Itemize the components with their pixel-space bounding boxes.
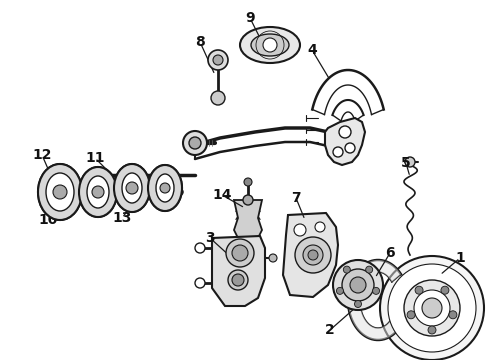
Ellipse shape	[240, 27, 300, 63]
Circle shape	[415, 286, 423, 294]
Polygon shape	[348, 260, 401, 340]
Circle shape	[354, 301, 362, 307]
Text: 6: 6	[385, 246, 395, 260]
Circle shape	[53, 185, 67, 199]
Circle shape	[160, 183, 170, 193]
Text: 10: 10	[38, 213, 58, 227]
Circle shape	[92, 186, 104, 198]
Circle shape	[208, 50, 228, 70]
Ellipse shape	[148, 165, 182, 211]
Ellipse shape	[46, 173, 74, 211]
Circle shape	[388, 264, 476, 352]
Text: 13: 13	[112, 211, 132, 225]
Circle shape	[134, 178, 140, 183]
Circle shape	[124, 178, 129, 183]
Circle shape	[232, 274, 244, 286]
Circle shape	[134, 193, 140, 198]
Circle shape	[90, 198, 95, 203]
Circle shape	[343, 266, 350, 273]
Text: 5: 5	[401, 156, 411, 170]
Ellipse shape	[122, 173, 142, 203]
Text: 8: 8	[195, 35, 205, 49]
Ellipse shape	[38, 164, 82, 220]
Circle shape	[269, 254, 277, 262]
Circle shape	[308, 250, 318, 260]
Text: 4: 4	[307, 43, 317, 57]
Circle shape	[183, 131, 207, 155]
Circle shape	[372, 287, 380, 294]
Ellipse shape	[148, 165, 182, 211]
Ellipse shape	[114, 164, 150, 212]
Circle shape	[101, 181, 106, 186]
Circle shape	[422, 298, 442, 318]
Text: 2: 2	[325, 323, 335, 337]
Circle shape	[244, 178, 252, 186]
Circle shape	[404, 280, 460, 336]
Ellipse shape	[87, 176, 109, 208]
Text: 7: 7	[291, 191, 301, 205]
Circle shape	[90, 181, 95, 186]
Circle shape	[339, 126, 351, 138]
Ellipse shape	[156, 174, 174, 202]
Polygon shape	[325, 118, 365, 165]
Circle shape	[414, 290, 450, 326]
Circle shape	[189, 137, 201, 149]
Circle shape	[342, 269, 374, 301]
Circle shape	[263, 38, 277, 52]
Circle shape	[232, 245, 248, 261]
Circle shape	[407, 311, 415, 319]
Polygon shape	[234, 200, 262, 238]
Circle shape	[160, 183, 170, 193]
Circle shape	[428, 326, 436, 334]
Text: 3: 3	[205, 231, 215, 245]
Ellipse shape	[122, 173, 142, 203]
Ellipse shape	[79, 167, 117, 217]
Circle shape	[211, 91, 225, 105]
Ellipse shape	[87, 176, 109, 208]
Text: 1: 1	[455, 251, 465, 265]
Circle shape	[345, 143, 355, 153]
Circle shape	[303, 245, 323, 265]
Ellipse shape	[156, 174, 174, 202]
Circle shape	[333, 147, 343, 157]
Ellipse shape	[46, 173, 74, 211]
Circle shape	[380, 256, 484, 360]
Ellipse shape	[114, 164, 150, 212]
Circle shape	[315, 222, 325, 232]
Circle shape	[195, 278, 205, 288]
Circle shape	[101, 198, 106, 203]
Circle shape	[405, 157, 415, 167]
Polygon shape	[283, 213, 338, 297]
Circle shape	[53, 185, 67, 199]
Text: 11: 11	[85, 151, 105, 165]
Circle shape	[228, 270, 248, 290]
Polygon shape	[212, 236, 265, 306]
Text: 14: 14	[212, 188, 232, 202]
Circle shape	[126, 182, 138, 194]
Circle shape	[195, 243, 205, 253]
Circle shape	[92, 186, 104, 198]
Ellipse shape	[251, 34, 289, 56]
Circle shape	[441, 286, 449, 294]
Text: 9: 9	[245, 11, 255, 25]
Circle shape	[124, 193, 129, 198]
Circle shape	[449, 311, 457, 319]
Circle shape	[295, 237, 331, 273]
Circle shape	[243, 195, 253, 205]
Circle shape	[226, 239, 254, 267]
Circle shape	[366, 266, 373, 273]
Circle shape	[337, 287, 343, 294]
Circle shape	[350, 277, 366, 293]
Circle shape	[126, 182, 138, 194]
Circle shape	[333, 260, 383, 310]
Ellipse shape	[79, 167, 117, 217]
Ellipse shape	[38, 164, 82, 220]
Circle shape	[294, 224, 306, 236]
Circle shape	[213, 55, 223, 65]
Text: 12: 12	[32, 148, 52, 162]
